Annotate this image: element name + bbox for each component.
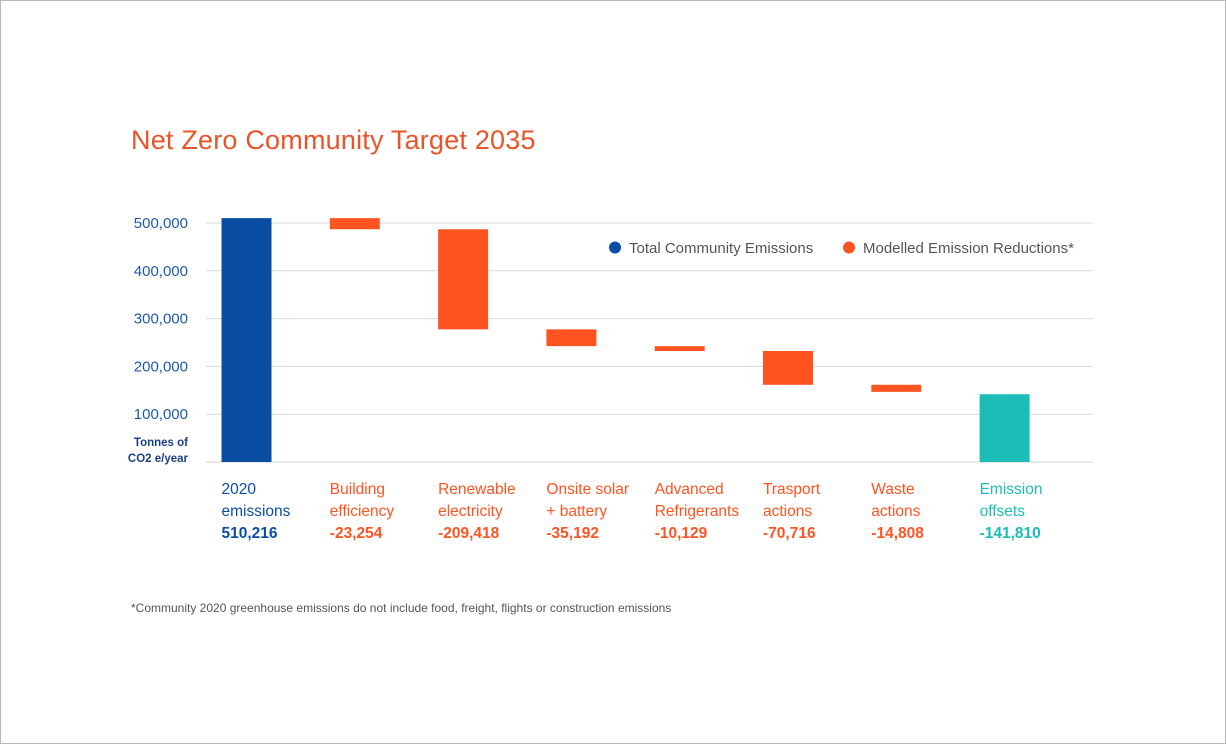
- y-tick-label: 200,000: [134, 358, 188, 375]
- y-axis-label-line2: CO2 e/year: [128, 453, 189, 465]
- value-label: -35,192: [546, 525, 599, 542]
- bar-7: [979, 394, 1030, 462]
- category-label-line2: Refrigerants: [655, 503, 740, 520]
- chart-title: Net Zero Community Target 2035: [131, 125, 536, 155]
- value-label: -14,808: [871, 525, 924, 542]
- bar-5: [763, 350, 813, 385]
- category-label-line1: 2020: [222, 481, 257, 498]
- bar-1: [329, 218, 380, 230]
- y-tick-label: 300,000: [134, 311, 188, 328]
- y-tick-label: 500,000: [134, 215, 188, 232]
- legend-marker-total: [609, 241, 621, 254]
- value-label: -10,129: [655, 525, 708, 542]
- category-label-line2: + battery: [546, 503, 607, 520]
- category-label-line2: actions: [871, 503, 920, 520]
- category-label-line2: emissions: [222, 503, 291, 520]
- bar-3: [546, 329, 597, 347]
- footnote: *Community 2020 greenhouse emissions do …: [131, 601, 672, 615]
- category-label-line1: Trasport: [763, 481, 821, 498]
- bar-2: [438, 229, 489, 330]
- category-label-line1: Waste: [871, 481, 914, 498]
- value-label: -70,716: [763, 525, 816, 542]
- value-label: -23,254: [330, 525, 383, 542]
- category-label-line1: Onsite solar: [546, 481, 629, 498]
- category-label-line1: Emission: [980, 481, 1043, 498]
- category-label-line2: efficiency: [330, 503, 395, 520]
- bar-4: [654, 346, 705, 351]
- category-label-line2: actions: [763, 503, 812, 520]
- category-label-line2: electricity: [438, 503, 503, 520]
- value-label: -141,810: [980, 525, 1041, 542]
- y-tick-label: 400,000: [134, 263, 188, 280]
- y-axis-label-line1: Tonnes of: [134, 437, 188, 449]
- category-label-line2: offsets: [980, 503, 1026, 520]
- legend-marker-reduction: [843, 241, 855, 254]
- legend-label-reduction: Modelled Emission Reductions*: [863, 240, 1074, 257]
- bar-6: [871, 384, 922, 392]
- bar-0: [221, 218, 272, 462]
- category-label-line1: Renewable: [438, 481, 516, 498]
- legend-label-total: Total Community Emissions: [629, 240, 813, 257]
- value-label: -209,418: [438, 525, 500, 542]
- category-label-line1: Building: [330, 481, 385, 498]
- value-label: 510,216: [222, 525, 278, 542]
- category-label-line1: Advanced: [655, 481, 724, 498]
- y-tick-label: 100,000: [134, 406, 188, 423]
